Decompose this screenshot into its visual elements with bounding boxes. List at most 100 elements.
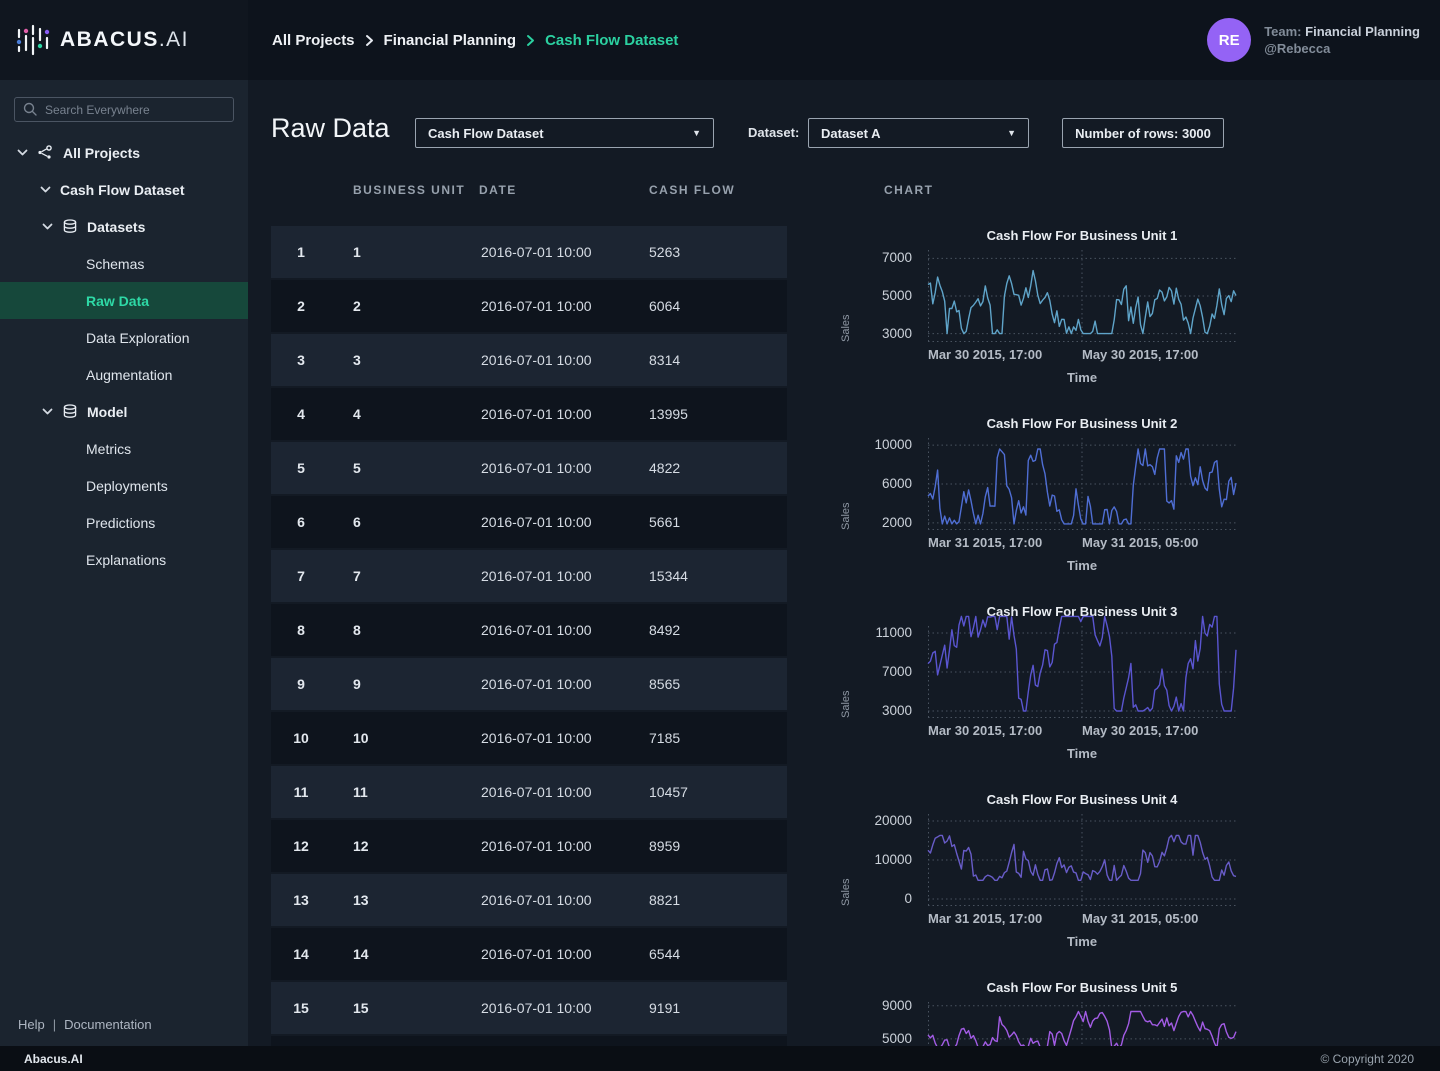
breadcrumb-all-projects[interactable]: All Projects: [272, 32, 355, 49]
cash-flow-cell: 8565: [627, 676, 787, 692]
date-cell: 2016-07-01 10:00: [457, 676, 627, 692]
avatar[interactable]: RE: [1207, 18, 1251, 62]
x-axis-title: Time: [928, 558, 1236, 574]
cash-flow-cell: 15344: [627, 568, 787, 584]
y-axis-tick: 6000: [882, 475, 912, 493]
line-chart: [928, 438, 1236, 530]
sidebar-item-augmentation[interactable]: Augmentation: [0, 356, 248, 393]
sidebar-item-explanations[interactable]: Explanations: [0, 541, 248, 578]
line-chart: [928, 626, 1236, 718]
dataset-select[interactable]: Cash Flow Dataset ▼: [415, 118, 714, 148]
row-index-cell: 6: [271, 514, 331, 530]
chart-block: Cash Flow For Business Unit 2Sales100006…: [836, 416, 1250, 574]
business-unit-cell: 10: [331, 730, 457, 746]
sidebar-footer: Help|Documentation: [18, 1017, 152, 1032]
cash-flow-cell: 7185: [627, 730, 787, 746]
table-row: 112016-07-01 10:005263: [271, 226, 787, 278]
user-menu[interactable]: RE Team: Financial Planning @Rebecca: [1207, 18, 1420, 62]
chart-title: Cash Flow For Business Unit 4: [928, 792, 1236, 808]
chart-title: Cash Flow For Business Unit 2: [928, 416, 1236, 432]
table-row: 14142016-07-01 10:006544: [271, 928, 787, 980]
cash-flow-cell: 10457: [627, 784, 787, 800]
cash-flow-cell: 8821: [627, 892, 787, 908]
y-axis-ticks: 10000 6000 2000: [836, 438, 928, 530]
date-cell: 2016-07-01 10:00: [457, 622, 627, 638]
business-unit-cell: 11: [331, 784, 457, 800]
x-axis-tick: Mar 30 2015, 17:00: [928, 722, 1042, 739]
sidebar-item-raw-data[interactable]: Raw Data: [0, 282, 248, 319]
projects-graph-icon: [37, 145, 54, 160]
y-axis-tick: 7000: [882, 663, 912, 681]
business-unit-cell: 13: [331, 892, 457, 908]
sidebar-item-all-projects[interactable]: All Projects: [0, 134, 248, 171]
sidebar-item-label: Metrics: [86, 441, 131, 457]
business-unit-cell: 2: [331, 298, 457, 314]
x-axis-ticks: Mar 30 2015, 17:00May 30 2015, 17:00: [928, 722, 1236, 739]
row-index-cell: 15: [271, 1000, 331, 1016]
charts-list: Cash Flow For Business Unit 1Sales700050…: [836, 228, 1250, 1046]
sidebar-item-model[interactable]: Model: [0, 393, 248, 430]
chevron-down-icon: [39, 183, 52, 196]
chevron-down-icon: [16, 146, 29, 159]
table-row: 12122016-07-01 10:008959: [271, 820, 787, 872]
breadcrumb-cash-flow-dataset[interactable]: Cash Flow Dataset: [545, 32, 678, 49]
chevron-right-icon: [365, 34, 374, 47]
chart-block: Cash Flow For Business Unit 5Sales900050…: [836, 980, 1250, 1046]
chart-title: Cash Flow For Business Unit 1: [928, 228, 1236, 244]
team-label: Team:: [1264, 24, 1301, 39]
business-unit-cell: 3: [331, 352, 457, 368]
sidebar-item-data-exploration[interactable]: Data Exploration: [0, 319, 248, 356]
business-unit-cell: 14: [331, 946, 457, 962]
sidebar-item-datasets[interactable]: Datasets: [0, 208, 248, 245]
dataset-select-value: Cash Flow Dataset: [428, 126, 544, 141]
table-row: 772016-07-01 10:0015344: [271, 550, 787, 602]
cash-flow-cell: 8314: [627, 352, 787, 368]
y-axis-tick: 11000: [875, 624, 912, 642]
user-info: Team: Financial Planning @Rebecca: [1264, 23, 1420, 57]
y-axis-tick: 2000: [882, 514, 912, 532]
logo-area[interactable]: ABACUS.AI: [0, 0, 248, 80]
table-row: 442016-07-01 10:0013995: [271, 388, 787, 440]
y-axis-ticks: 90005000: [836, 1002, 928, 1046]
y-axis-tick: 10000: [874, 851, 912, 869]
database-icon: [62, 404, 78, 420]
row-index-cell: 5: [271, 460, 331, 476]
row-index-cell: 8: [271, 622, 331, 638]
sidebar-item-schemas[interactable]: Schemas: [0, 245, 248, 282]
y-axis-tick: 7000: [882, 249, 912, 267]
x-axis-tick: May 31 2015, 05:00: [1082, 910, 1198, 927]
row-index-cell: 13: [271, 892, 331, 908]
sidebar-item-deployments[interactable]: Deployments: [0, 467, 248, 504]
chart-plot-area: Sales20000100000: [836, 814, 1250, 906]
app-footer: Abacus.AI © Copyright 2020: [0, 1046, 1440, 1071]
y-axis-tick: 10000: [874, 436, 912, 454]
search-input[interactable]: [14, 97, 234, 122]
x-axis-ticks: Mar 31 2015, 17:00May 31 2015, 05:00: [928, 534, 1236, 551]
x-axis-title: Time: [928, 370, 1236, 386]
sidebar-item-label: All Projects: [63, 145, 140, 161]
brand-text: ABACUS.AI: [60, 28, 189, 52]
sidebar-item-cash-flow-dataset[interactable]: Cash Flow Dataset: [0, 171, 248, 208]
date-cell: 2016-07-01 10:00: [457, 244, 627, 260]
sidebar-item-label: Model: [87, 404, 127, 420]
row-index-cell: 14: [271, 946, 331, 962]
business-unit-cell: 7: [331, 568, 457, 584]
chart-block: Cash Flow For Business Unit 4 Sales200001…: [836, 792, 1250, 950]
page-title: Raw Data: [271, 113, 390, 144]
row-index-cell: 3: [271, 352, 331, 368]
line-chart: [928, 814, 1236, 906]
sidebar-item-predictions[interactable]: Predictions: [0, 504, 248, 541]
help-link[interactable]: Help: [18, 1017, 45, 1032]
sidebar-item-label: Augmentation: [86, 367, 172, 383]
chart-title: Cash Flow For Business Unit 5: [928, 980, 1236, 996]
breadcrumb-financial-planning[interactable]: Financial Planning: [384, 32, 517, 49]
caret-down-icon: ▼: [692, 128, 701, 138]
footer-brand: Abacus.AI: [24, 1052, 83, 1066]
documentation-link[interactable]: Documentation: [64, 1017, 151, 1032]
date-cell: 2016-07-01 10:00: [457, 568, 627, 584]
app-header: ABACUS.AI All Projects Financial Plannin…: [0, 0, 1440, 80]
table-row: 15152016-07-01 10:009191: [271, 982, 787, 1034]
sidebar-item-metrics[interactable]: Metrics: [0, 430, 248, 467]
date-cell: 2016-07-01 10:00: [457, 838, 627, 854]
y-axis-tick: 5000: [882, 287, 912, 305]
